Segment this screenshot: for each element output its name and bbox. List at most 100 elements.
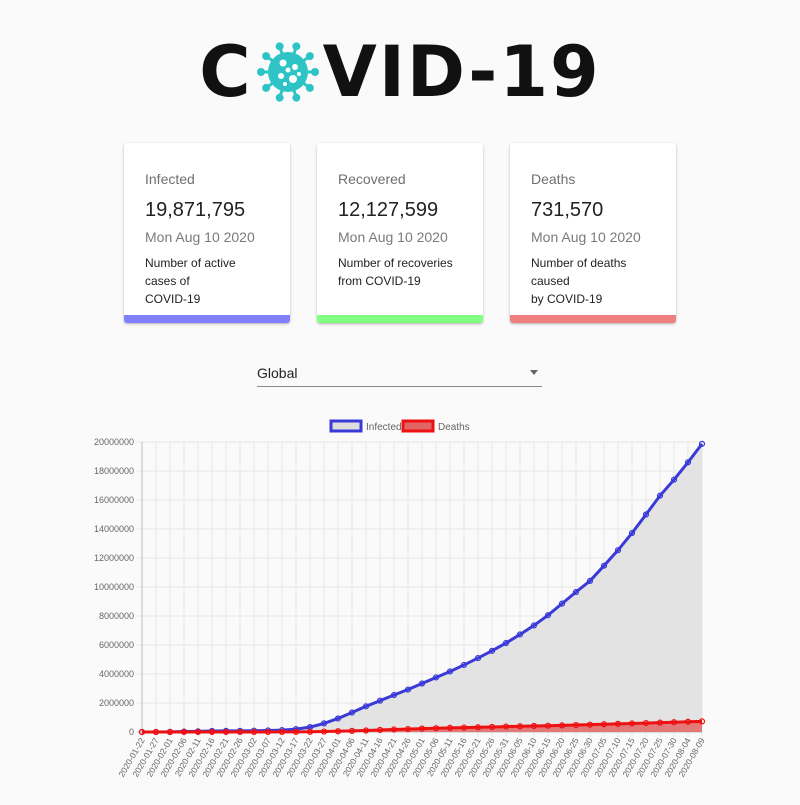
data-point-infected bbox=[320, 720, 328, 727]
data-point-deaths bbox=[250, 728, 258, 736]
data-point-infected bbox=[446, 668, 454, 675]
data-point-deaths bbox=[320, 728, 328, 735]
data-point-deaths bbox=[404, 726, 412, 733]
data-point-deaths bbox=[348, 727, 356, 734]
data-point-deaths bbox=[586, 721, 594, 728]
data-point-deaths bbox=[544, 722, 552, 729]
data-point-deaths bbox=[642, 719, 650, 727]
y-tick-label: 2000000 bbox=[99, 698, 134, 708]
data-point-deaths bbox=[488, 723, 496, 731]
data-point-deaths bbox=[432, 725, 440, 732]
y-tick-label: 8000000 bbox=[99, 611, 134, 621]
y-tick-label: 0 bbox=[129, 727, 134, 737]
data-point-infected bbox=[334, 715, 342, 722]
data-point-infected bbox=[348, 709, 356, 716]
data-point-deaths bbox=[152, 728, 160, 736]
data-point-infected bbox=[698, 440, 706, 447]
data-point-infected bbox=[684, 459, 692, 466]
data-point-infected bbox=[670, 476, 678, 483]
card-description-line: from COVID-19 bbox=[338, 274, 421, 288]
legend-label-infected: Infected bbox=[366, 422, 402, 433]
data-point-infected bbox=[474, 654, 482, 662]
card-recovered: Recovered 12,127,599 Mon Aug 10 2020 Num… bbox=[317, 143, 483, 323]
data-point-infected bbox=[460, 661, 468, 669]
card-date: Mon Aug 10 2020 bbox=[338, 229, 448, 245]
data-point-deaths bbox=[684, 718, 692, 725]
data-point-deaths bbox=[334, 728, 342, 735]
card-color-bar bbox=[124, 315, 290, 323]
country-select-value: Global bbox=[257, 365, 298, 381]
data-point-deaths bbox=[502, 723, 510, 730]
legend-label-deaths: Deaths bbox=[438, 422, 470, 433]
data-point-deaths bbox=[460, 724, 468, 731]
data-point-deaths bbox=[138, 728, 146, 736]
y-tick-label: 18000000 bbox=[94, 466, 134, 476]
data-point-deaths bbox=[418, 725, 426, 732]
card-description: Number of recoveries from COVID-19 bbox=[338, 254, 463, 290]
data-point-infected bbox=[488, 647, 496, 654]
card-value: 12,127,599 bbox=[338, 199, 439, 221]
data-point-infected bbox=[502, 639, 510, 647]
card-color-bar bbox=[317, 315, 483, 323]
data-point-infected bbox=[516, 631, 524, 638]
data-point-deaths bbox=[670, 719, 678, 726]
card-description-line: by COVID-19 bbox=[531, 292, 603, 306]
data-point-infected bbox=[572, 588, 580, 596]
data-point-deaths bbox=[530, 722, 538, 730]
series-area-infected bbox=[142, 443, 702, 732]
data-point-deaths bbox=[306, 728, 314, 735]
data-point-deaths bbox=[278, 728, 286, 736]
data-point-infected bbox=[614, 547, 622, 554]
logo-text-right: VID-19 bbox=[322, 31, 601, 113]
card-description: Number of active cases of COVID-19 bbox=[145, 254, 270, 308]
y-tick-label: 16000000 bbox=[94, 495, 134, 505]
legend-swatch-infected bbox=[329, 419, 363, 433]
data-point-deaths bbox=[390, 726, 398, 733]
data-point-deaths bbox=[600, 721, 608, 728]
data-point-deaths bbox=[628, 720, 636, 727]
legend-swatch-deaths bbox=[401, 419, 435, 433]
card-deaths: Deaths 731,570 Mon Aug 10 2020 Number of… bbox=[510, 143, 676, 323]
card-title: Infected bbox=[145, 171, 195, 187]
data-point-infected bbox=[530, 622, 538, 629]
data-point-deaths bbox=[614, 720, 622, 727]
card-value: 731,570 bbox=[531, 199, 604, 221]
data-point-infected bbox=[362, 703, 370, 710]
series-line-deaths bbox=[141, 719, 703, 734]
card-title: Deaths bbox=[531, 171, 576, 187]
data-point-infected bbox=[404, 686, 412, 693]
data-point-deaths bbox=[446, 724, 454, 731]
arrow-drop-down-icon[interactable] bbox=[530, 370, 538, 375]
card-color-bar bbox=[510, 315, 676, 323]
data-point-deaths bbox=[180, 728, 188, 736]
y-tick-label: 6000000 bbox=[99, 640, 134, 650]
card-description-line: Number of recoveries bbox=[338, 256, 453, 270]
card-value: 19,871,795 bbox=[145, 199, 246, 221]
data-point-deaths bbox=[558, 722, 566, 729]
data-point-deaths bbox=[362, 727, 370, 734]
data-point-deaths bbox=[516, 723, 524, 730]
data-point-deaths bbox=[572, 721, 580, 729]
data-point-infected bbox=[656, 492, 664, 499]
data-point-infected bbox=[558, 600, 566, 607]
data-point-deaths bbox=[292, 728, 300, 735]
y-tick-label: 4000000 bbox=[99, 669, 134, 679]
data-point-deaths bbox=[376, 726, 384, 734]
data-point-infected bbox=[418, 680, 426, 687]
data-point-deaths bbox=[194, 728, 202, 736]
country-select[interactable]: Global bbox=[257, 360, 542, 387]
y-tick-label: 12000000 bbox=[94, 553, 134, 563]
data-point-infected bbox=[390, 691, 398, 699]
data-point-deaths bbox=[236, 728, 244, 736]
data-point-deaths bbox=[656, 719, 664, 726]
data-point-deaths bbox=[166, 728, 174, 736]
data-point-infected bbox=[628, 529, 636, 537]
card-description-line: COVID-19 bbox=[145, 292, 201, 306]
data-point-deaths bbox=[264, 728, 272, 736]
cases-chart: 0 2000000 4000000 6000000 8000000 10000000 120… bbox=[0, 410, 800, 800]
card-title: Recovered bbox=[338, 171, 406, 187]
data-point-deaths bbox=[474, 724, 482, 731]
data-point-deaths bbox=[208, 728, 216, 736]
data-point-infected bbox=[642, 511, 650, 518]
card-infected: Infected 19,871,795 Mon Aug 10 2020 Numb… bbox=[124, 143, 290, 323]
